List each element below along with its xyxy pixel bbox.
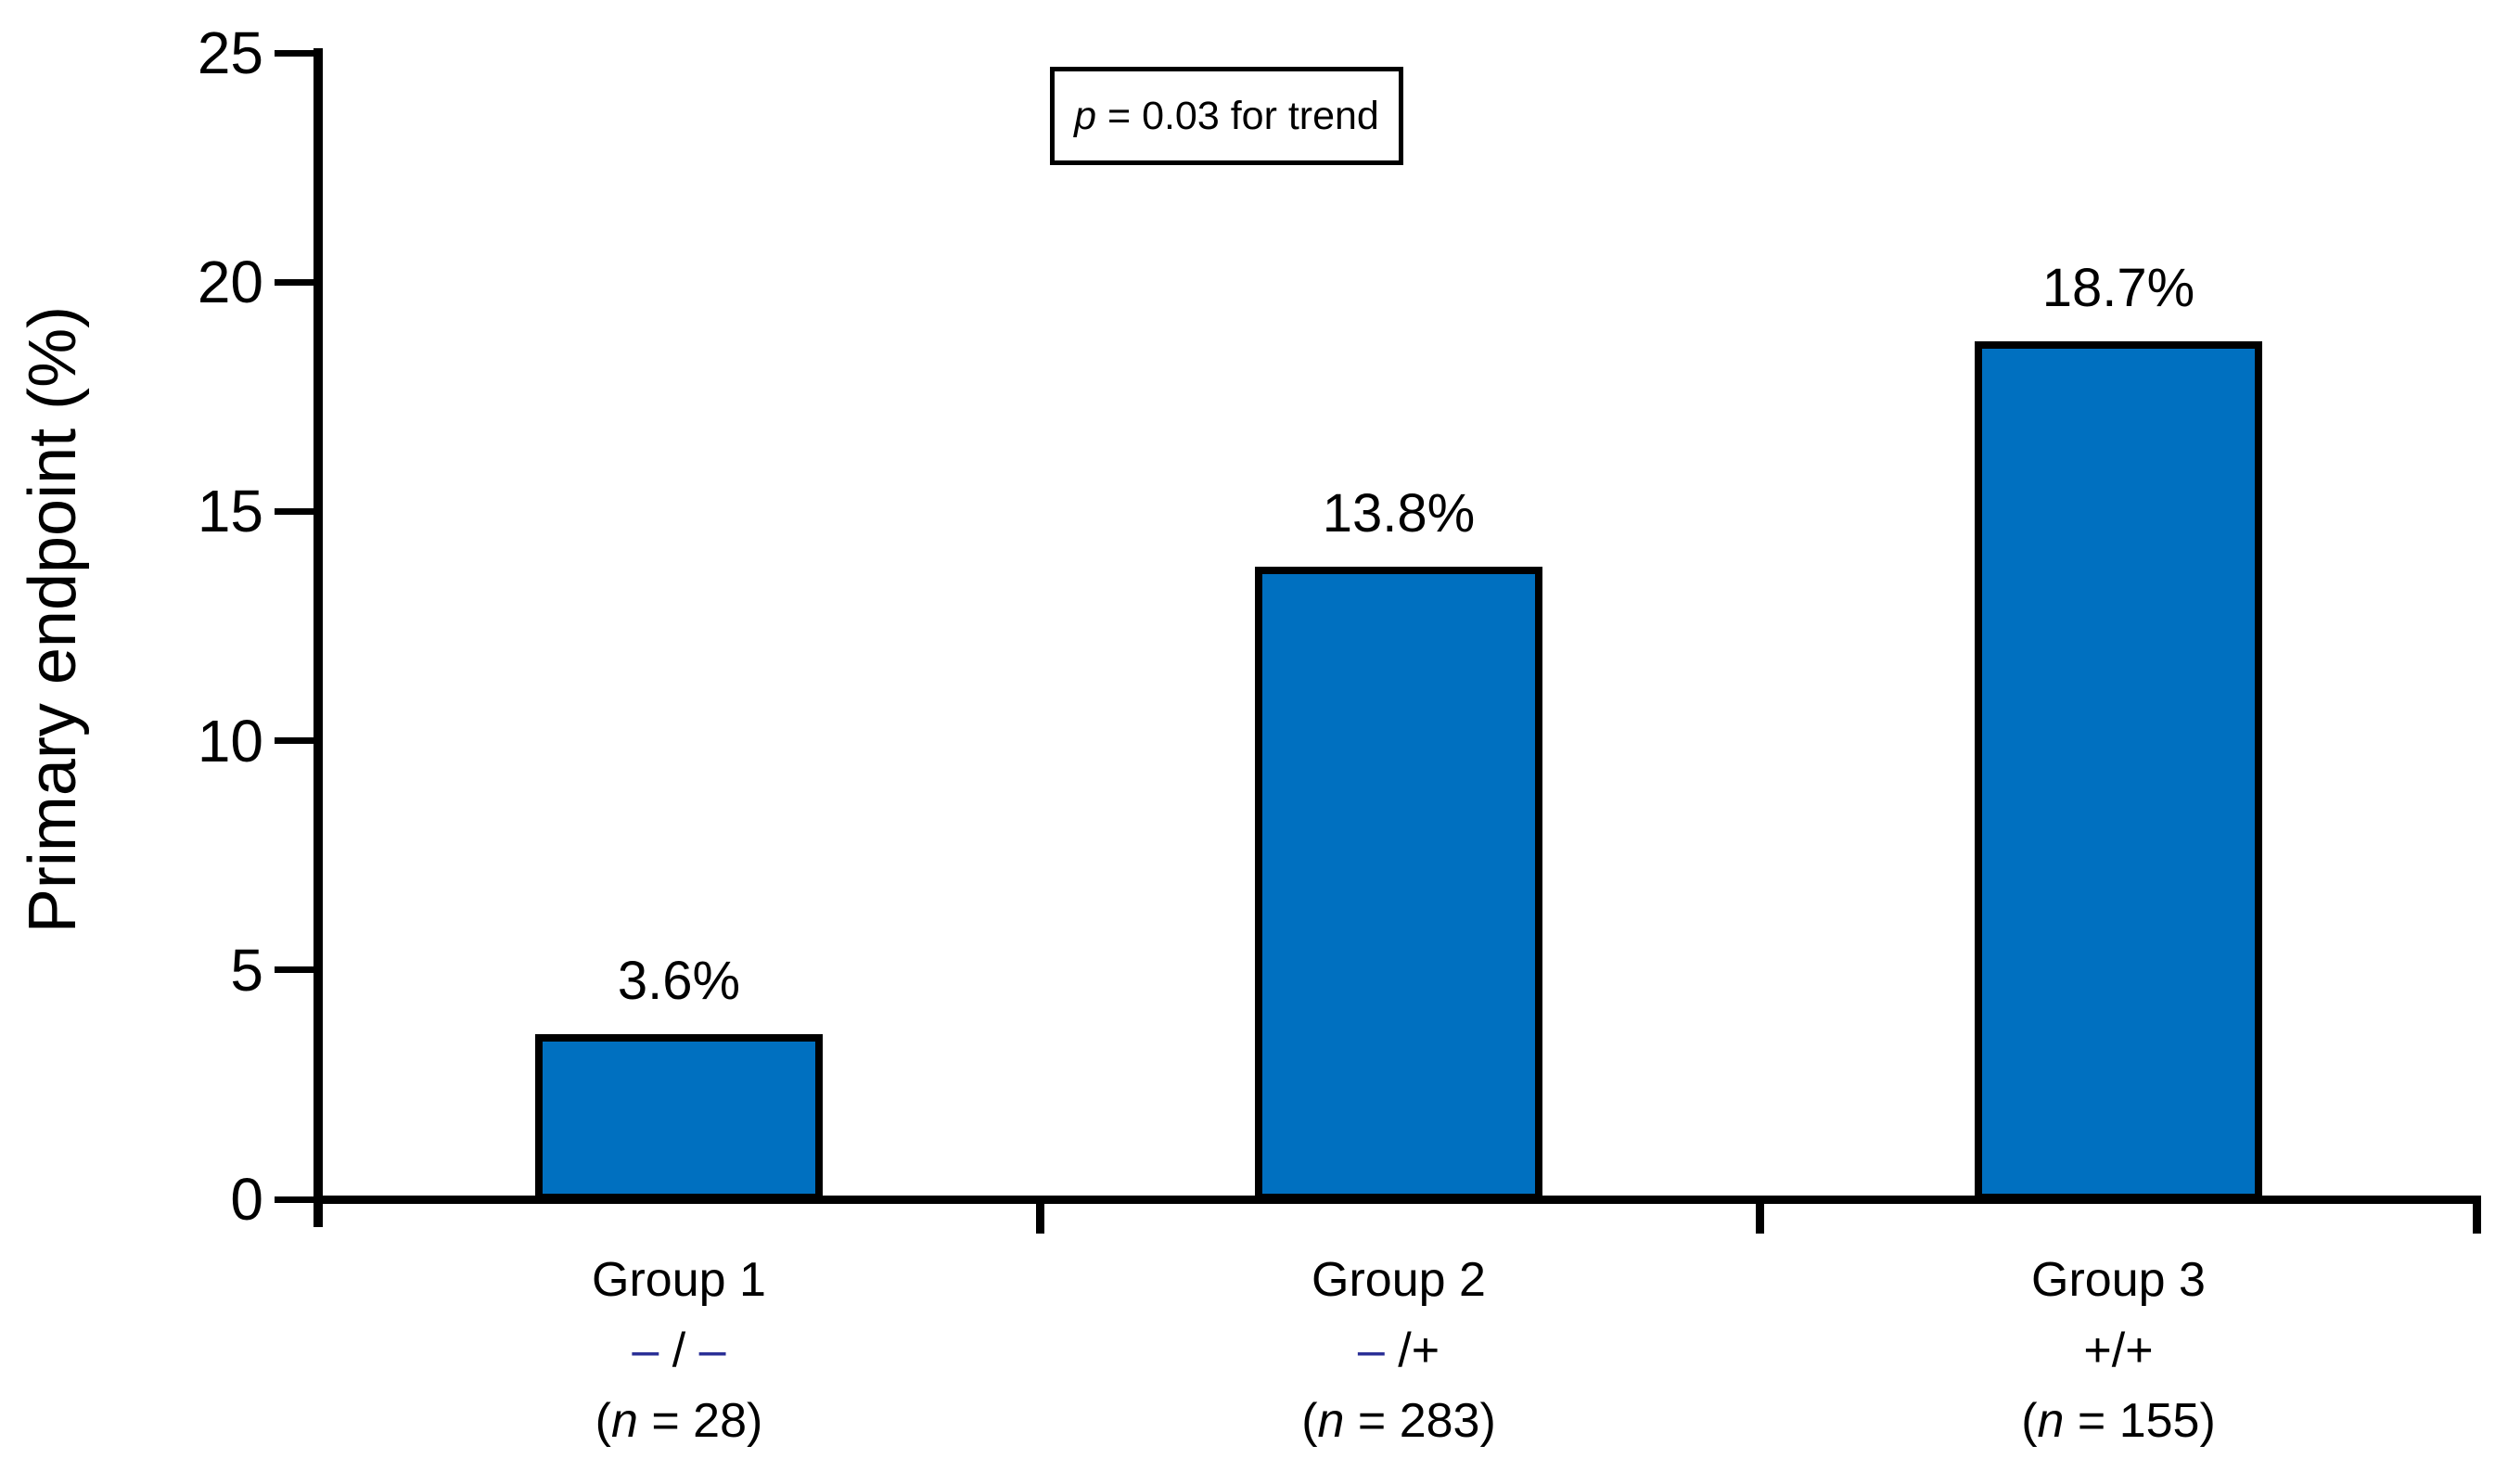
p-value-annotation: p = 0.03 for trend [1050, 67, 1403, 165]
genotype-segment: – [698, 1324, 726, 1377]
bar-value-label: 13.8% [1322, 482, 1476, 544]
n-label-part: n [2037, 1394, 2065, 1448]
category-genotype: – / – [391, 1315, 966, 1386]
n-label-part: ( [1301, 1394, 1318, 1448]
category-n-label: (n = 155) [1831, 1386, 2406, 1456]
x-category-label: Group 1– / – (n = 28) [391, 1245, 966, 1456]
y-axis-tick [275, 278, 314, 286]
bar-value-label: 18.7% [2041, 258, 2195, 319]
genotype-segment: – [1357, 1324, 1385, 1377]
category-name: Group 2 [1312, 1253, 1486, 1307]
y-axis-tick [275, 1196, 314, 1203]
n-label-part: ( [595, 1394, 611, 1448]
y-axis-tick-label: 10 [197, 707, 263, 774]
x-axis-tick [1035, 1200, 1044, 1234]
category-name: Group 3 [2031, 1253, 2206, 1307]
n-label-part: = 283) [1344, 1394, 1496, 1448]
category-genotype: – /+ [1111, 1315, 1686, 1386]
y-axis-tick-label: 20 [197, 249, 263, 316]
genotype-segment: +/+ [2083, 1324, 2154, 1377]
n-label-part: = 28) [637, 1394, 763, 1448]
bar-group-2 [1255, 566, 1542, 1201]
y-axis-tick [275, 507, 314, 515]
category-name: Group 1 [592, 1253, 766, 1307]
y-axis-tick-label: 25 [197, 19, 263, 86]
category-n-label: (n = 283) [1111, 1386, 1686, 1456]
genotype-segment: / [659, 1324, 699, 1377]
n-label-part: ( [2021, 1394, 2038, 1448]
bar-group-3 [1975, 341, 2262, 1201]
category-n-label: (n = 28) [391, 1386, 966, 1456]
genotype-segment: – [632, 1324, 659, 1377]
n-label-part: = 155) [2064, 1394, 2216, 1448]
y-axis-tick [275, 49, 314, 57]
y-axis-tick-label: 0 [230, 1166, 263, 1233]
n-label-part: n [1317, 1394, 1345, 1448]
y-axis-tick-label: 5 [230, 936, 263, 1004]
x-axis-tick [2472, 1200, 2481, 1234]
y-axis-tick-label: 15 [197, 478, 263, 545]
y-axis-tick [275, 737, 314, 745]
p-value-symbol: p [1074, 93, 1097, 138]
x-category-label: Group 2– /+ (n = 283) [1111, 1245, 1686, 1456]
bar-group-1 [535, 1034, 823, 1201]
n-label-part: n [610, 1394, 638, 1448]
genotype-segment: /+ [1384, 1324, 1440, 1377]
x-category-label: Group 3 +/+ (n = 155) [1831, 1245, 2406, 1456]
x-axis-tick [1755, 1200, 1764, 1234]
y-axis-tick [275, 966, 314, 974]
category-genotype: +/+ [1831, 1315, 2406, 1386]
p-value-text: = 0.03 for trend [1096, 93, 1379, 138]
y-axis-title: Primary endpoint (%) [16, 305, 90, 934]
bar-value-label: 3.6% [617, 951, 741, 1012]
y-axis-line [314, 48, 323, 1227]
